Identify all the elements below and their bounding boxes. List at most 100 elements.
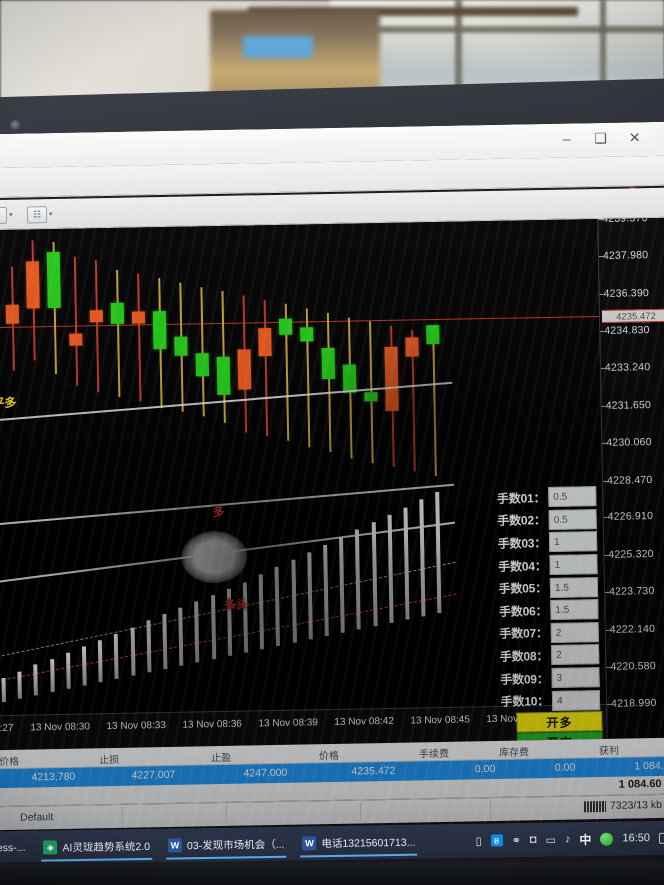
- candle-body: [216, 357, 231, 395]
- price-tick: 4225.320: [608, 547, 654, 561]
- taskbar-item-label: 03-发现市场机会（...: [186, 838, 285, 852]
- lot-size-label: 手数04：: [498, 558, 547, 574]
- column-header[interactable]: 止损: [98, 754, 120, 767]
- candle-body: [89, 309, 104, 322]
- lot-size-row: 手数08： 2: [485, 643, 603, 668]
- price-chart[interactable]: 平多 多 多头 4239.570 4237.980 4236.390 4234.830…: [0, 217, 664, 751]
- column-header[interactable]: 库存费: [498, 747, 530, 759]
- wifi-icon[interactable]: ◘: [529, 833, 537, 846]
- price-tick: 4228.470: [606, 473, 653, 487]
- volume-mute-icon[interactable]: ⚭: [511, 834, 521, 847]
- lot-size-input[interactable]: 1: [548, 531, 598, 553]
- taskbar-item[interactable]: W 03-发现市场机会（...: [159, 827, 294, 863]
- price-tick: 4226.910: [607, 510, 654, 524]
- lot-size-row: 手数03： 1: [483, 530, 601, 555]
- lot-size-row: 手数02： 0.5: [483, 508, 601, 533]
- notifications-icon[interactable]: [658, 832, 664, 844]
- histogram-bar: [17, 671, 23, 699]
- candle-body: [5, 304, 20, 324]
- status-divider-4: [489, 800, 492, 821]
- histogram-bar: [274, 567, 281, 646]
- price-tick: 4230.060: [606, 436, 652, 450]
- taskbar-item[interactable]: ness-...: [0, 831, 35, 866]
- histogram-bar: [33, 664, 39, 696]
- histogram-bar: [323, 544, 329, 637]
- trade-panel[interactable]: 手数01： 0.5 手数02： 0.5 手数03： 1 手数04： 1 手数05： 1.5 手数06…: [482, 485, 606, 751]
- lot-size-input[interactable]: 0.5: [548, 486, 597, 508]
- histogram-bar: [162, 614, 168, 670]
- table-cell: 1 084.60: [634, 759, 664, 773]
- candle-body: [46, 251, 61, 309]
- lot-size-input[interactable]: 3: [551, 667, 600, 688]
- taskbar-item-label: 电话13215601713...: [321, 836, 416, 850]
- minimize-icon[interactable]: –: [562, 130, 571, 147]
- candle-body: [110, 302, 125, 324]
- status-divider-3: [359, 802, 362, 823]
- laptop-screen: – ❑ ✕ _ □ ✕ ⌕ 1 ◔ ▾ ☷ ▾ 平多: [0, 121, 664, 845]
- candle-body: [426, 324, 440, 345]
- ime-icon[interactable]: 中: [579, 832, 592, 847]
- table-cell: 4213.780: [31, 770, 76, 784]
- current-price-marker: 4235.472: [601, 308, 664, 323]
- histogram-bar: [49, 659, 55, 693]
- histogram-bar: [258, 574, 265, 650]
- column-header[interactable]: 手续费: [418, 748, 450, 761]
- time-tick: 13 Nov 08:33: [106, 720, 167, 733]
- positions-total: 1 084.60: [618, 777, 662, 791]
- display-icon[interactable]: ▭: [545, 833, 557, 847]
- histogram-bar: [339, 537, 345, 633]
- speaker-icon[interactable]: ♪: [564, 833, 571, 846]
- trade-action-button[interactable]: 开多: [516, 710, 603, 733]
- taskbar-item-label: ness-...: [0, 841, 26, 855]
- bluetooth-icon[interactable]: Ƀ: [490, 834, 503, 847]
- histogram-bar: [146, 620, 152, 673]
- toolbar-button-1[interactable]: ◔ ▾: [0, 205, 13, 225]
- lot-size-rows: 手数01： 0.5 手数02： 0.5 手数03： 1 手数04： 1 手数05： 1.5 手数06…: [482, 485, 604, 713]
- time-tick: 13 Nov 08:42: [334, 715, 394, 728]
- candle-body: [25, 261, 40, 309]
- lot-size-label: 手数09：: [500, 671, 549, 687]
- candle-body: [278, 318, 293, 335]
- time-tick: 08:27: [0, 722, 14, 735]
- webcam: [10, 120, 22, 132]
- price-tick: 4231.650: [605, 398, 652, 412]
- window-mullion-vertical: [455, 0, 462, 118]
- price-tick: 4223.730: [608, 585, 655, 599]
- toolbar-button-2[interactable]: ☷ ▾: [26, 204, 53, 224]
- column-header[interactable]: 获利: [598, 745, 620, 758]
- lot-size-input[interactable]: 1: [549, 554, 598, 576]
- candle-body: [342, 364, 357, 393]
- lot-size-row: 手数04： 1: [483, 553, 601, 578]
- system-tray: ▯ Ƀ ⚭ ◘ ▭ ♪ 中 16:50: [475, 829, 664, 849]
- histogram-bar: [194, 601, 200, 663]
- price-tick: 4237.980: [602, 249, 649, 263]
- lot-size-row: 手数01： 0.5: [482, 485, 600, 510]
- taskbar-item[interactable]: ◈ AI灵珑趋势系统2.0: [34, 829, 159, 865]
- candle-wick: [199, 286, 205, 417]
- column-header[interactable]: 价格: [0, 756, 20, 769]
- chart-label-long-trend: 多头: [224, 597, 249, 612]
- clock[interactable]: 16:50: [622, 832, 651, 845]
- status-dot-icon[interactable]: [600, 832, 614, 846]
- column-header[interactable]: 价格: [318, 750, 340, 763]
- lot-size-input[interactable]: 2: [551, 644, 600, 666]
- lot-size-label: 手数03：: [497, 536, 547, 551]
- battery-icon[interactable]: ▯: [475, 835, 482, 848]
- lot-size-input[interactable]: 4: [551, 689, 601, 711]
- close-icon[interactable]: ✕: [628, 129, 641, 146]
- network-bars-icon: [583, 800, 607, 812]
- taskbar-item[interactable]: W 电话13215601713...: [293, 825, 425, 861]
- histogram-bar: [307, 552, 313, 640]
- lot-size-input[interactable]: 0.5: [548, 508, 597, 530]
- price-axis[interactable]: 4239.570 4237.980 4236.390 4234.830 4233.240…: [597, 217, 664, 739]
- chevron-down-icon-2: ▾: [48, 211, 53, 219]
- lot-size-label: 手数01：: [496, 490, 546, 506]
- table-cell: 0.00: [474, 763, 496, 776]
- lot-size-input[interactable]: 1.5: [550, 599, 599, 621]
- column-header[interactable]: 止盈: [210, 752, 232, 765]
- lot-size-input[interactable]: 2: [550, 621, 599, 643]
- histogram-bar: [65, 652, 71, 689]
- maximize-icon[interactable]: ❑: [594, 129, 608, 147]
- lot-size-input[interactable]: 1.5: [549, 576, 599, 598]
- desk-surface: [0, 862, 664, 885]
